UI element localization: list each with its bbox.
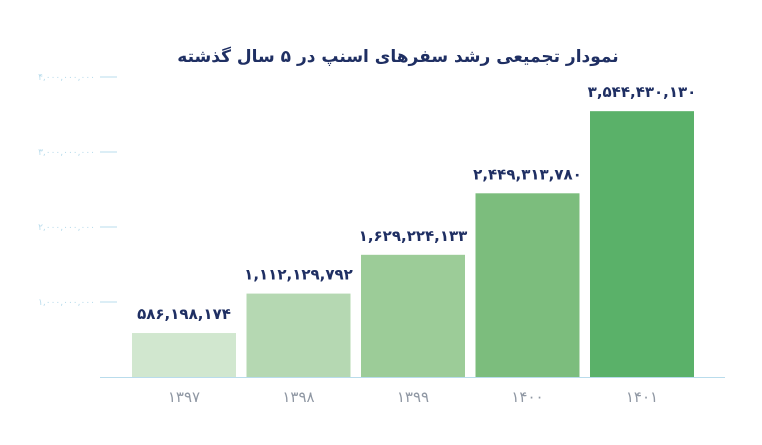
bar-۱۴۰۱ bbox=[590, 111, 694, 378]
x-tick-label: ۱۳۹۹ bbox=[397, 388, 429, 406]
data-labels-group: ۵۸۶,۱۹۸,۱۷۴ ۱,۱۱۲,۱۲۹,۷۹۲ ۱,۶۲۹,۲۲۴,۱۳۳ ۲,۴… bbox=[137, 83, 696, 323]
bars-group bbox=[132, 111, 694, 378]
bar-۱۳۹۹ bbox=[361, 254, 465, 377]
data-label: ۲,۴۴۹,۳۱۳,۷۸۰ bbox=[473, 165, 582, 183]
x-tick-label: ۱۳۹۷ bbox=[168, 388, 200, 406]
x-tick-label: ۱۴۰۰ bbox=[511, 388, 543, 406]
y-tick-label: ۲,۰۰۰,۰۰۰,۰۰۰ bbox=[38, 223, 95, 233]
bar-۱۳۹۷ bbox=[132, 333, 236, 377]
y-tick-label: ۴,۰۰۰,۰۰۰,۰۰۰ bbox=[38, 73, 95, 83]
x-tick-label: ۱۴۰۱ bbox=[626, 388, 658, 406]
bar-۱۴۰۰ bbox=[475, 193, 580, 377]
y-tick-label: ۳,۰۰۰,۰۰۰,۰۰۰ bbox=[38, 148, 95, 158]
y-tick-label: ۱,۰۰۰,۰۰۰,۰۰۰ bbox=[38, 298, 95, 308]
bar-۱۳۹۸ bbox=[246, 293, 351, 377]
x-tick-label: ۱۳۹۸ bbox=[282, 388, 314, 406]
data-label: ۵۸۶,۱۹۸,۱۷۴ bbox=[137, 305, 231, 323]
data-label: ۱,۱۱۲,۱۲۹,۷۹۲ bbox=[244, 266, 353, 284]
data-label: ۱,۶۲۹,۲۲۴,۱۳۳ bbox=[359, 227, 468, 245]
y-axis: ۱,۰۰۰,۰۰۰,۰۰۰ ۲,۰۰۰,۰۰۰,۰۰۰ ۳,۰۰۰,۰۰۰,۰۰۰ ۴… bbox=[38, 73, 117, 308]
data-label: ۳,۵۴۴,۴۳۰,۱۳۰ bbox=[588, 83, 697, 101]
x-axis: ۱۳۹۷ ۱۳۹۸ ۱۳۹۹ ۱۴۰۰ ۱۴۰۱ bbox=[100, 377, 725, 406]
chart-title: نمودار تجمیعی رشد سفرهای اسنپ در ۵ سال گ… bbox=[177, 46, 618, 67]
